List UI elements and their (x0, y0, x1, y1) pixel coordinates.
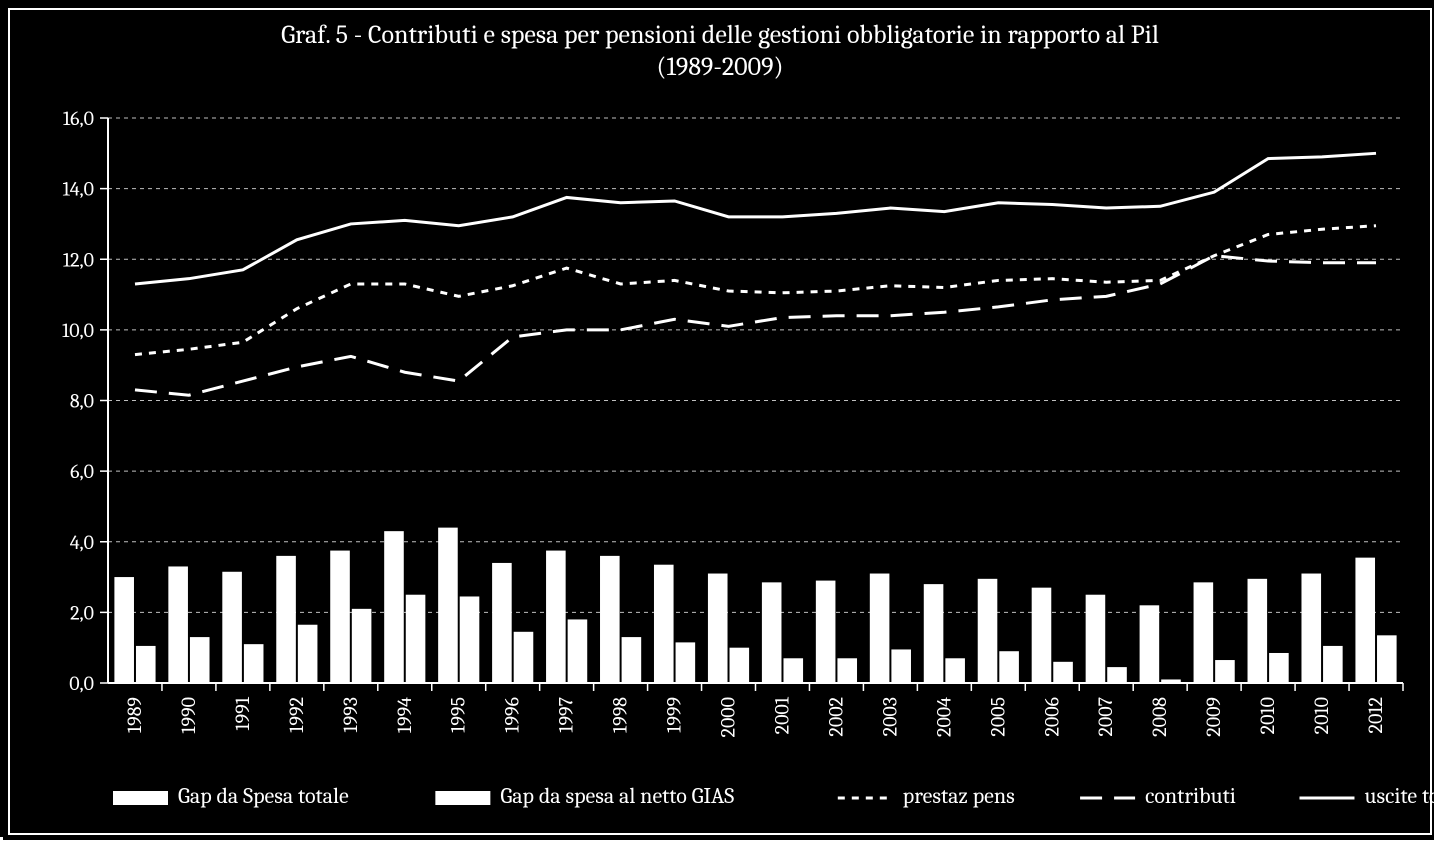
bar-gap-netto-gias (1269, 653, 1289, 683)
bar-gap-netto-gias (1323, 646, 1343, 683)
bar-gap-spesa-totale (870, 574, 890, 683)
bar-gap-spesa-totale (1248, 579, 1268, 683)
bar-gap-spesa-totale (816, 581, 836, 683)
bar-gap-netto-gias (568, 619, 588, 683)
svg-text:2001: 2001 (770, 696, 793, 734)
svg-text:2006: 2006 (1040, 697, 1063, 737)
bar-gap-spesa-totale (924, 584, 944, 683)
bar-gap-spesa-totale (168, 566, 188, 683)
legend-label: uscite totali (1364, 783, 1434, 809)
legend-swatch (435, 791, 490, 805)
svg-text:(1989-2009): (1989-2009) (657, 52, 784, 82)
chart-svg: Graf. 5 - Contributi e spesa per pension… (3, 3, 1434, 840)
svg-text:12,0: 12,0 (63, 248, 94, 271)
bar-gap-spesa-totale (384, 531, 404, 683)
svg-text:1998: 1998 (609, 697, 632, 733)
bar-gap-spesa-totale (978, 579, 998, 683)
svg-text:10,0: 10,0 (62, 319, 94, 342)
svg-text:2009: 2009 (1202, 697, 1225, 737)
svg-text:2010: 2010 (1310, 697, 1333, 734)
bar-gap-netto-gias (460, 596, 480, 683)
bar-gap-spesa-totale (1194, 582, 1214, 683)
bar-gap-spesa-totale (1086, 595, 1106, 683)
legend-swatch (113, 791, 168, 805)
legend-label: contributi (1145, 783, 1236, 809)
bar-gap-spesa-totale (438, 528, 458, 683)
bar-gap-netto-gias (676, 642, 696, 683)
bar-gap-netto-gias (190, 637, 210, 683)
bar-gap-netto-gias (298, 625, 318, 683)
bar-gap-netto-gias (622, 637, 642, 683)
svg-text:2000: 2000 (717, 697, 740, 737)
bar-gap-spesa-totale (762, 582, 782, 683)
bar-gap-spesa-totale (1301, 574, 1321, 683)
svg-text:0,0: 0,0 (69, 672, 94, 695)
bar-gap-spesa-totale (546, 551, 566, 683)
bar-gap-netto-gias (945, 658, 965, 683)
svg-text:Graf. 5 - Contributi e spes: Graf. 5 - Contributi e spesa per pension… (281, 20, 1159, 50)
svg-text:1992: 1992 (285, 697, 308, 733)
svg-text:1991: 1991 (231, 696, 254, 730)
bar-gap-spesa-totale (600, 556, 620, 683)
bar-gap-netto-gias (1053, 662, 1073, 683)
svg-text:2,0: 2,0 (70, 601, 94, 624)
bar-gap-netto-gias (244, 644, 264, 683)
bar-gap-netto-gias (891, 649, 911, 683)
svg-text:14,0: 14,0 (62, 178, 94, 201)
svg-text:1993: 1993 (339, 697, 362, 733)
svg-text:2002: 2002 (824, 697, 847, 737)
svg-text:2007: 2007 (1094, 697, 1117, 737)
svg-text:2010: 2010 (1256, 697, 1279, 734)
bar-gap-netto-gias (1215, 660, 1235, 683)
svg-text:1994: 1994 (393, 697, 416, 733)
bar-gap-spesa-totale (492, 563, 512, 683)
svg-text:2012: 2012 (1364, 697, 1387, 733)
legend-label: Gap da spesa al netto GIAS (500, 783, 734, 809)
bar-gap-spesa-totale (1355, 558, 1375, 683)
bar-gap-netto-gias (136, 646, 156, 683)
chart-container: Graf. 5 - Contributi e spesa per pension… (0, 0, 1434, 837)
svg-text:1996: 1996 (501, 697, 524, 733)
bar-gap-spesa-totale (330, 551, 350, 683)
legend-label: Gap da Spesa totale (178, 783, 349, 809)
bar-gap-netto-gias (1377, 635, 1397, 683)
bar-gap-netto-gias (1161, 679, 1181, 683)
bar-gap-netto-gias (514, 632, 534, 683)
svg-text:1989: 1989 (123, 697, 146, 733)
bar-gap-netto-gias (783, 658, 803, 683)
svg-text:1997: 1997 (555, 697, 578, 733)
bar-gap-spesa-totale (222, 572, 242, 683)
svg-text:2004: 2004 (932, 697, 955, 737)
svg-text:1995: 1995 (447, 697, 470, 733)
bar-gap-netto-gias (730, 648, 750, 683)
bar-gap-spesa-totale (114, 577, 134, 683)
svg-text:6,0: 6,0 (70, 460, 94, 483)
bar-gap-spesa-totale (708, 574, 728, 683)
bar-gap-netto-gias (406, 595, 426, 683)
svg-text:4,0: 4,0 (70, 531, 94, 554)
bar-gap-netto-gias (999, 651, 1019, 683)
svg-text:1990: 1990 (177, 697, 200, 734)
svg-text:16,0: 16,0 (63, 107, 94, 130)
svg-text:8,0: 8,0 (70, 390, 94, 413)
bar-gap-netto-gias (1107, 667, 1127, 683)
bar-gap-spesa-totale (276, 556, 296, 683)
svg-text:1999: 1999 (663, 697, 686, 733)
bar-gap-netto-gias (837, 658, 857, 683)
bar-gap-spesa-totale (654, 565, 674, 683)
svg-text:2003: 2003 (878, 697, 901, 736)
bar-gap-spesa-totale (1032, 588, 1052, 683)
svg-text:2005: 2005 (986, 697, 1009, 737)
bar-gap-netto-gias (352, 609, 372, 683)
svg-text:2008: 2008 (1148, 697, 1171, 737)
legend-label: prestaz pens (903, 783, 1015, 809)
bar-gap-spesa-totale (1140, 605, 1160, 683)
